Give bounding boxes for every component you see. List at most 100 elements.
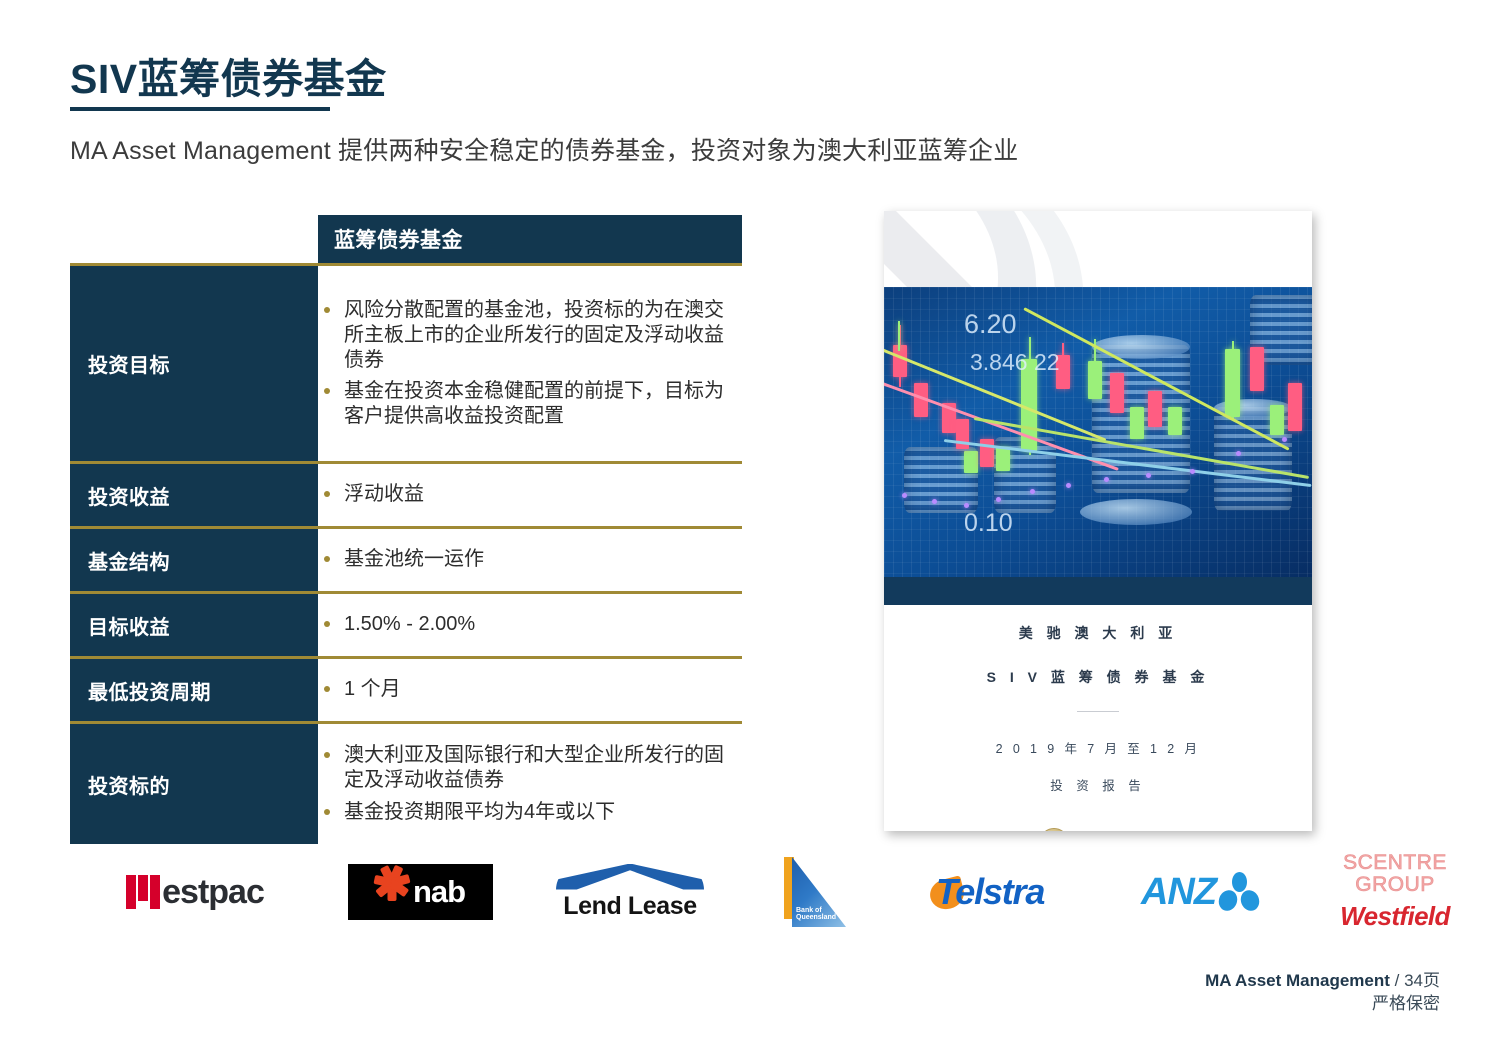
anz-lockup: ANZ	[1140, 870, 1263, 914]
cover-text-block: 美 驰 澳 大 利 亚 S I V 蓝 筹 债 券 基 金 2 0 1 9 年 …	[884, 623, 1312, 831]
cover-doc-type: 投 资 报 告	[1050, 779, 1146, 793]
candle	[914, 383, 928, 417]
title-block: SIV蓝筹债券基金 MA Asset Management 提供两种安全稳定的债…	[70, 56, 1170, 167]
cover-period: 2 0 1 9 年 7 月 至 1 2 月	[995, 742, 1201, 756]
bullet-item: 浮动收益	[324, 482, 730, 507]
logo-anz: ANZ	[1100, 848, 1300, 936]
moelis-name: MOELIS	[1077, 830, 1156, 831]
candle	[964, 451, 978, 473]
westpac-wordmark: estpac	[162, 872, 265, 911]
row-body: 浮动收益	[318, 464, 742, 526]
candle	[1148, 391, 1162, 427]
table-header-spacer	[70, 215, 318, 263]
row-label: 投资标的	[70, 724, 318, 844]
data-point	[1066, 483, 1071, 488]
row-body: 基金池统一运作	[318, 529, 742, 591]
row-label: 投资收益	[70, 464, 318, 526]
page-subtitle: MA Asset Management 提供两种安全稳定的债券基金，投资对象为澳…	[70, 137, 1019, 166]
photo-number: 6.20	[964, 309, 1017, 339]
nab-lockup: nab	[347, 864, 493, 920]
nab-wordmark: nab	[412, 874, 466, 909]
boq-line2: Queensland	[796, 914, 837, 922]
data-point	[1030, 489, 1035, 494]
table-header-row: 蓝筹债券基金	[70, 215, 742, 263]
candle	[1288, 383, 1302, 431]
candle	[1110, 373, 1124, 413]
candle	[1130, 407, 1144, 439]
boq-bar-icon	[784, 857, 794, 919]
bullet-dot-icon	[324, 482, 344, 497]
bullet-dot-icon	[324, 379, 344, 394]
bullet-text: 浮动收益	[344, 483, 424, 506]
bullet-item: 1.50% - 2.00%	[324, 612, 730, 637]
telstra-wordmark: Telstra	[935, 871, 1046, 912]
table-column-header: 蓝筹债券基金	[318, 215, 742, 263]
data-point	[1190, 469, 1195, 474]
table-row: 目标收益 1.50% - 2.00%	[70, 591, 742, 656]
data-point	[902, 493, 907, 498]
bullet-item: 基金投资期限平均为4年或以下	[324, 800, 730, 825]
table-row: 投资目标 风险分散配置的基金池，投资标的为在澳交所主板上市的企业所发行的固定及浮…	[70, 263, 742, 461]
moelis-wordmark: MOELIS AUSTRALIA	[1077, 830, 1156, 831]
bullet-text: 基金投资期限平均为4年或以下	[344, 800, 616, 823]
slide-footer: MA Asset Management / 34页 严格保密	[1205, 970, 1440, 1016]
data-point	[996, 497, 1001, 502]
bullet-item: 风险分散配置的基金池，投资标的为在澳交所主板上市的企业所发行的固定及浮动收益债券	[324, 298, 730, 374]
nab-star-icon	[373, 864, 411, 909]
cover-photo: 6.20 3.846 22 0.10	[884, 287, 1312, 577]
fund-comparison-table: 蓝筹债券基金 投资目标 风险分散配置的基金池，投资标的为在澳交所主板上市的企业所…	[70, 215, 742, 844]
anz-wordmark: ANZ	[1140, 870, 1217, 913]
logo-nab: nab	[325, 848, 515, 936]
candle	[1056, 355, 1070, 389]
table-row: 最低投资周期 1 个月	[70, 656, 742, 721]
telstra-lockup: Telstra	[926, 871, 1046, 913]
table-row: 基金结构 基金池统一运作	[70, 526, 742, 591]
partner-logo-strip: estpac nab Lend Lease	[60, 848, 1450, 936]
westfield-wordmark: Westfield	[1340, 900, 1450, 931]
bullet-dot-icon	[324, 547, 344, 562]
candle	[1088, 361, 1102, 399]
table-row: 投资标的 澳大利亚及国际银行和大型企业所发行的固定及浮动收益债券 基金投资期限平…	[70, 721, 742, 844]
bullet-dot-icon	[324, 612, 344, 627]
candle-wick	[898, 321, 900, 351]
bullet-item: 1 个月	[324, 677, 730, 702]
title-underline	[70, 107, 330, 112]
bullet-dot-icon	[324, 800, 344, 815]
candle	[1168, 407, 1182, 435]
moelis-seal-icon	[1039, 828, 1070, 831]
cover-divider	[1077, 711, 1119, 712]
westpac-w-icon	[126, 875, 161, 909]
row-label: 最低投资周期	[70, 659, 318, 721]
coin-top	[1080, 499, 1192, 525]
candle	[996, 447, 1010, 471]
page-title: SIV蓝筹债券基金	[70, 56, 387, 102]
boq-lockup: Bank of Queensland	[784, 857, 846, 927]
boq-wordmark: Bank of Queensland	[796, 907, 836, 922]
data-point	[1282, 437, 1287, 442]
westpac-lockup: estpac	[126, 872, 265, 912]
footer-page: / 34页	[1389, 971, 1440, 991]
bullet-text: 1 个月	[344, 678, 401, 701]
bullet-dot-icon	[324, 677, 344, 692]
footer-brand-line: MA Asset Management / 34页	[1205, 970, 1440, 993]
report-cover-thumbnail: 6.20 3.846 22 0.10 美 驰 澳 大 利 亚 S I V 蓝 筹…	[884, 211, 1312, 831]
bullet-text: 基金在投资本金稳健配置的前提下，目标为客户提供高收益投资配置	[344, 380, 724, 428]
coin-top	[1092, 335, 1190, 359]
scentre-line2: GROUP	[1355, 872, 1435, 896]
row-label: 基金结构	[70, 529, 318, 591]
bullet-text: 1.50% - 2.00%	[344, 613, 476, 636]
data-point	[932, 499, 937, 504]
candle	[1250, 347, 1264, 391]
footer-confidential: 严格保密	[1372, 994, 1440, 1014]
bullet-text: 基金池统一运作	[344, 548, 484, 571]
row-body: 风险分散配置的基金池，投资标的为在澳交所主板上市的企业所发行的固定及浮动收益债券…	[318, 266, 742, 461]
candle	[1270, 405, 1284, 435]
bullet-dot-icon	[324, 743, 344, 758]
bullet-dot-icon	[324, 298, 344, 313]
bullet-item: 澳大利亚及国际银行和大型企业所发行的固定及浮动收益债券	[324, 743, 730, 793]
candle	[1225, 349, 1240, 417]
bullet-item: 基金池统一运作	[324, 547, 730, 572]
moelis-logo: MOELIS AUSTRALIA	[884, 828, 1312, 831]
row-body: 1 个月	[318, 659, 742, 721]
row-label: 目标收益	[70, 594, 318, 656]
